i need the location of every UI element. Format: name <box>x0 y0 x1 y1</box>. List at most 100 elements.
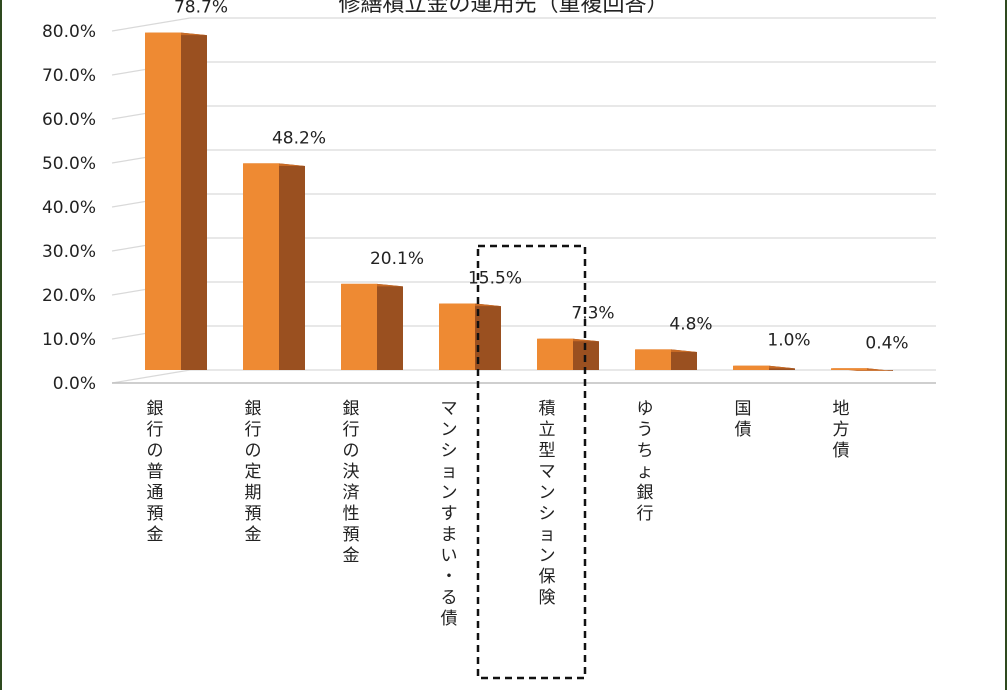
y-axis-ticks: 0.0% 10.0% 20.0% 30.0% 40.0% 50.0% 60.0% 70.0% 8… <box>42 22 96 394</box>
y-tick-label: 80.0% <box>42 22 96 42</box>
y-tick-label: 50.0% <box>42 154 96 174</box>
category-char: ち <box>637 441 654 461</box>
bar-side <box>573 338 599 370</box>
category-char: 保 <box>539 567 556 587</box>
bar <box>831 368 893 371</box>
data-label: 7.3% <box>571 304 614 324</box>
category-char: 方 <box>833 420 850 440</box>
gridline-slant <box>111 17 191 32</box>
category-char: マ <box>441 399 458 419</box>
category-char: ョ <box>539 525 556 545</box>
category-char: 銀 <box>245 399 262 419</box>
bar-front <box>537 338 573 370</box>
bar <box>145 32 207 370</box>
data-label: 78.7% <box>174 0 228 18</box>
bar <box>537 338 599 370</box>
data-label: 48.2% <box>272 128 326 148</box>
bar-front <box>635 349 671 370</box>
category-label: 国債 <box>735 399 752 440</box>
gridlines <box>111 17 936 384</box>
category-char: 行 <box>245 420 262 440</box>
category-char: 地 <box>833 399 850 419</box>
category-char: 期 <box>245 483 262 503</box>
category-char: 性 <box>343 504 360 524</box>
category-char: 険 <box>539 588 556 608</box>
bar-front <box>831 368 867 370</box>
category-char: 決 <box>343 462 360 482</box>
category-char: ョ <box>441 462 458 482</box>
bar-side <box>279 163 305 370</box>
bar <box>243 163 305 370</box>
category-char: 積 <box>539 399 556 419</box>
category-char: 立 <box>539 420 556 440</box>
y-tick-label: 40.0% <box>42 198 96 218</box>
bar-front <box>341 283 377 370</box>
category-char: 国 <box>735 399 752 419</box>
category-char: 銀 <box>147 399 164 419</box>
category-char: の <box>147 441 164 461</box>
category-char: 銀 <box>637 483 654 503</box>
category-char: 普 <box>147 462 164 482</box>
category-char: ゆ <box>637 399 654 419</box>
category-char: 金 <box>245 525 262 545</box>
category-char: マ <box>539 462 556 482</box>
bars <box>145 32 893 371</box>
category-char: ン <box>539 483 556 503</box>
category-char: 行 <box>637 504 654 524</box>
y-tick-label: 10.0% <box>42 330 96 350</box>
data-label: 0.4% <box>865 333 908 353</box>
data-label: 1.0% <box>767 331 810 351</box>
category-char: シ <box>441 441 458 461</box>
y-tick-label: 60.0% <box>42 110 96 130</box>
category-char: 通 <box>147 483 164 503</box>
category-char: 行 <box>147 420 164 440</box>
category-char: 債 <box>833 441 850 461</box>
category-labels: 銀行の普通預金銀行の定期預金銀行の決済性預金マンションすまい・る債積立型マンショ… <box>147 399 850 629</box>
bar-side <box>475 303 501 370</box>
bar-front <box>145 32 181 370</box>
category-char: の <box>245 441 262 461</box>
chart-title: 修繕積立金の運用先（重複回答） <box>338 0 669 17</box>
category-char: ン <box>441 483 458 503</box>
bar-front <box>243 163 279 370</box>
data-label: 15.5% <box>468 269 522 289</box>
category-char: 定 <box>245 462 262 482</box>
highlight-box <box>476 244 587 680</box>
category-char: 預 <box>343 525 360 545</box>
y-tick-label: 70.0% <box>42 66 96 86</box>
category-char: 債 <box>441 609 458 629</box>
bar <box>439 303 501 370</box>
category-char: 債 <box>735 420 752 440</box>
data-label: 20.1% <box>370 249 424 269</box>
bar <box>341 283 403 370</box>
data-label: 4.8% <box>669 314 712 334</box>
y-tick-label: 20.0% <box>42 286 96 306</box>
bar-side <box>671 349 697 370</box>
category-char: ン <box>539 546 556 566</box>
category-char: 預 <box>245 504 262 524</box>
category-char: ン <box>441 420 458 440</box>
category-char: い <box>441 546 458 566</box>
category-char: 型 <box>539 441 556 461</box>
data-labels: 78.7% 48.2% 20.1% 15.5% 7.3% 4.8% 1.0% 0.4% <box>174 0 909 353</box>
bar-front <box>439 303 475 370</box>
bar-front <box>733 365 769 370</box>
bar-side <box>377 283 403 370</box>
y-tick-label: 0.0% <box>53 374 96 394</box>
gridline-slant <box>111 369 191 384</box>
bar <box>733 365 795 370</box>
category-char: ・ <box>441 567 458 587</box>
category-char: う <box>637 420 654 440</box>
category-char: 行 <box>343 420 360 440</box>
bar <box>635 349 697 370</box>
bar-side <box>181 32 207 370</box>
category-char: 銀 <box>343 399 360 419</box>
